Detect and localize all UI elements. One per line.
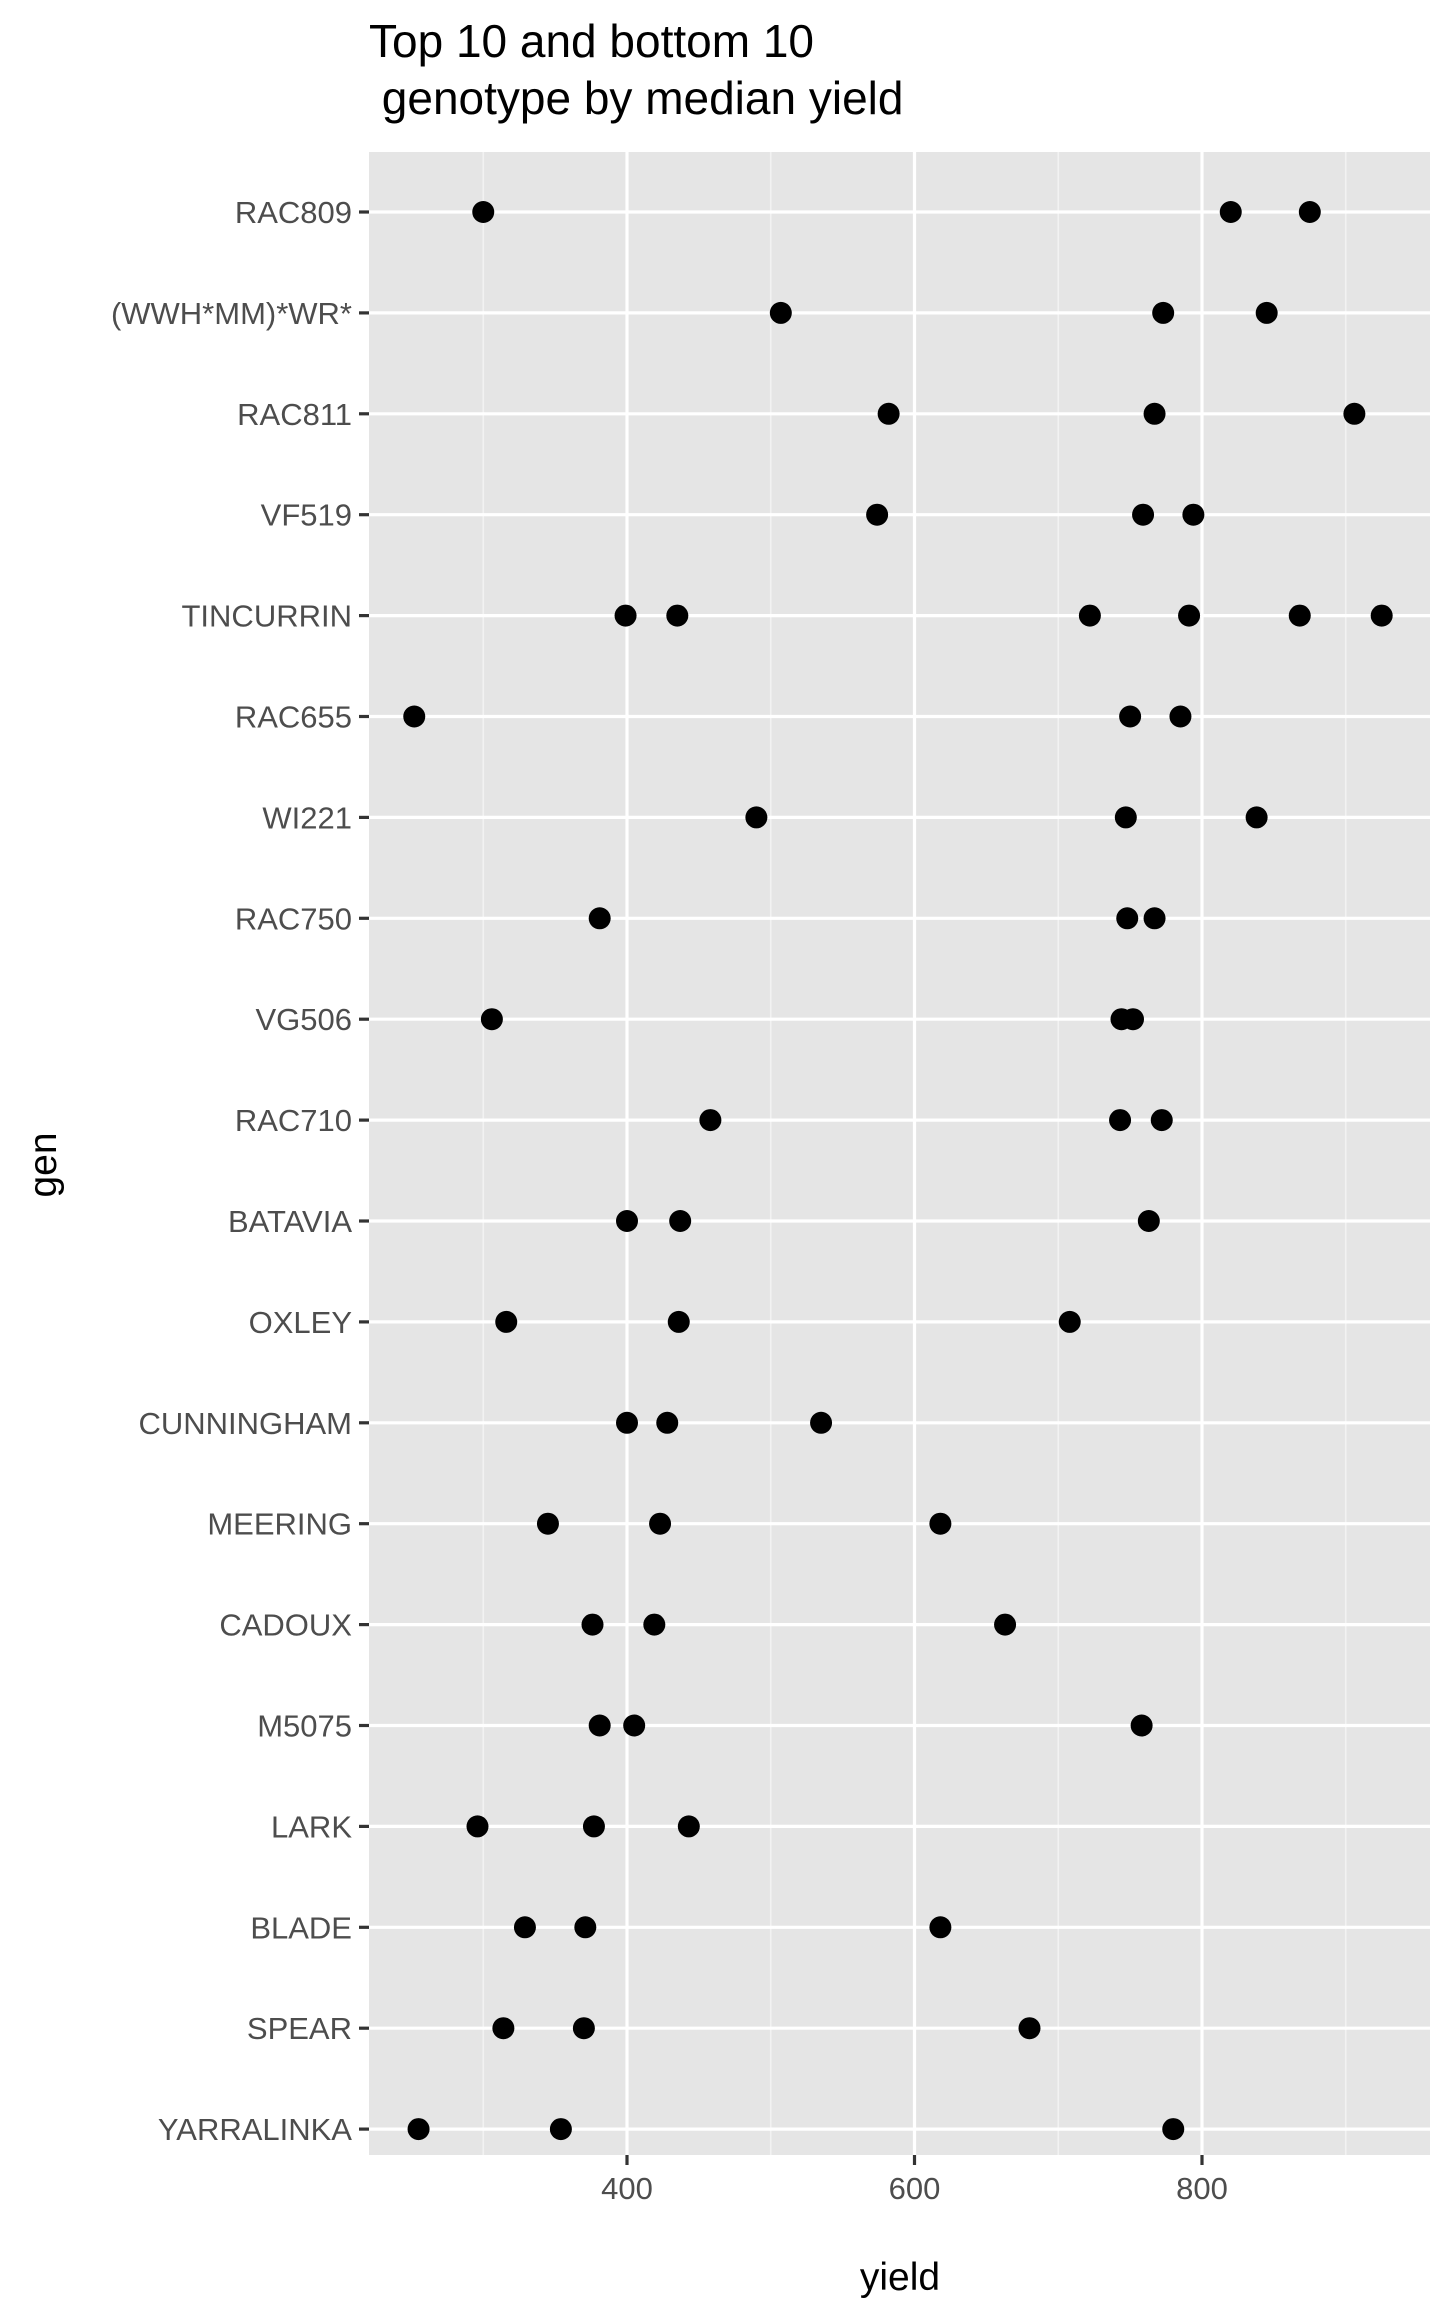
point-4-5	[1370, 604, 1393, 627]
point-12-0	[616, 1411, 638, 1434]
y-tick-label-16: LARK	[271, 1809, 352, 1844]
point-17-2	[929, 1916, 952, 1939]
x-tick-label-0: 400	[601, 2171, 653, 2206]
y-tick-label-11: OXLEY	[249, 1305, 352, 1340]
point-2-2	[1343, 402, 1366, 425]
y-tick-label-6: WI221	[262, 800, 352, 835]
point-16-1	[582, 1815, 605, 1838]
point-4-2	[1078, 604, 1101, 627]
point-13-0	[536, 1512, 559, 1535]
point-3-1	[1132, 503, 1155, 526]
point-7-2	[1143, 907, 1166, 930]
point-15-0	[588, 1714, 611, 1737]
point-0-2	[1298, 201, 1321, 223]
point-8-0	[480, 1008, 503, 1031]
point-11-2	[1058, 1310, 1081, 1333]
point-14-2	[994, 1613, 1017, 1636]
y-axis-title: gen	[22, 1132, 65, 1197]
point-17-1	[574, 1916, 597, 1939]
point-5-2	[1169, 705, 1192, 728]
point-13-1	[649, 1512, 672, 1535]
chart-title-line-2: genotype by median yield	[369, 72, 903, 124]
point-1-2	[1255, 301, 1278, 324]
point-4-3	[1178, 604, 1201, 627]
point-2-1	[1143, 402, 1166, 425]
point-1-0	[769, 301, 792, 324]
point-12-2	[810, 1411, 833, 1434]
y-tick-label-0: RAC809	[235, 195, 352, 230]
point-18-1	[572, 2017, 595, 2040]
y-tick-label-19: YARRALINKA	[158, 2112, 352, 2147]
point-9-2	[1150, 1109, 1173, 1132]
point-19-2	[1162, 2118, 1185, 2141]
point-13-2	[929, 1512, 952, 1535]
y-tick-label-12: CUNNINGHAM	[138, 1406, 352, 1441]
point-15-1	[623, 1714, 646, 1737]
x-axis: 400 600 800	[601, 2155, 1228, 2206]
x-axis-title: yield	[860, 2256, 940, 2299]
y-tick-label-10: BATAVIA	[228, 1204, 352, 1239]
point-5-0	[403, 705, 426, 728]
y-axis: RAC809 (WWH*MM)*WR* RAC811 VF519 TINCURRIN RA…	[111, 195, 369, 2147]
point-14-0	[581, 1613, 604, 1636]
point-11-1	[667, 1310, 690, 1333]
point-2-0	[877, 402, 900, 425]
point-3-0	[866, 503, 889, 526]
point-0-0	[472, 201, 495, 223]
point-12-1	[656, 1411, 679, 1434]
point-19-1	[549, 2118, 572, 2141]
point-10-1	[669, 1210, 692, 1232]
point-15-2	[1130, 1714, 1153, 1737]
point-14-1	[643, 1613, 666, 1636]
point-8-2	[1122, 1008, 1144, 1031]
point-4-0	[614, 604, 637, 627]
y-tick-label-4: TINCURRIN	[182, 599, 353, 634]
y-tick-label-18: SPEAR	[247, 2011, 352, 2046]
point-9-0	[699, 1109, 722, 1132]
y-tick-label-14: CADOUX	[219, 1608, 352, 1643]
point-19-0	[407, 2118, 430, 2141]
point-0-1	[1219, 201, 1242, 223]
y-tick-label-7: RAC750	[235, 901, 352, 936]
y-tick-label-1: (WWH*MM)*WR*	[111, 296, 352, 331]
point-10-2	[1137, 1210, 1160, 1232]
chart-title-line-1: Top 10 and bottom 10	[369, 15, 814, 67]
point-1-1	[1152, 301, 1175, 324]
point-4-1	[666, 604, 689, 627]
y-tick-label-8: VG506	[255, 1002, 352, 1037]
y-tick-label-2: RAC811	[237, 397, 352, 432]
point-6-1	[1114, 806, 1137, 829]
point-7-0	[588, 907, 611, 930]
point-6-0	[745, 806, 768, 829]
x-tick-label-1: 600	[889, 2171, 941, 2206]
point-18-2	[1018, 2017, 1041, 2040]
y-tick-label-17: BLADE	[250, 1910, 352, 1945]
point-4-4	[1288, 604, 1311, 627]
point-11-0	[495, 1310, 518, 1333]
plot-panel	[369, 152, 1430, 2155]
y-tick-label-15: M5075	[257, 1709, 352, 1744]
point-6-2	[1245, 806, 1268, 829]
y-tick-label-9: RAC710	[235, 1103, 352, 1138]
point-10-0	[616, 1210, 638, 1232]
point-16-2	[677, 1815, 700, 1838]
x-tick-label-2: 800	[1176, 2171, 1228, 2206]
y-tick-label-13: MEERING	[207, 1507, 352, 1542]
y-tick-label-5: RAC655	[235, 700, 352, 735]
point-7-1	[1116, 907, 1139, 930]
point-5-1	[1119, 705, 1142, 728]
y-tick-label-3: VF519	[261, 498, 352, 533]
point-18-0	[492, 2017, 515, 2040]
point-16-0	[466, 1815, 489, 1838]
point-9-1	[1109, 1109, 1132, 1132]
point-17-0	[513, 1916, 536, 1939]
point-3-2	[1182, 503, 1205, 526]
data-points	[403, 201, 1393, 2141]
